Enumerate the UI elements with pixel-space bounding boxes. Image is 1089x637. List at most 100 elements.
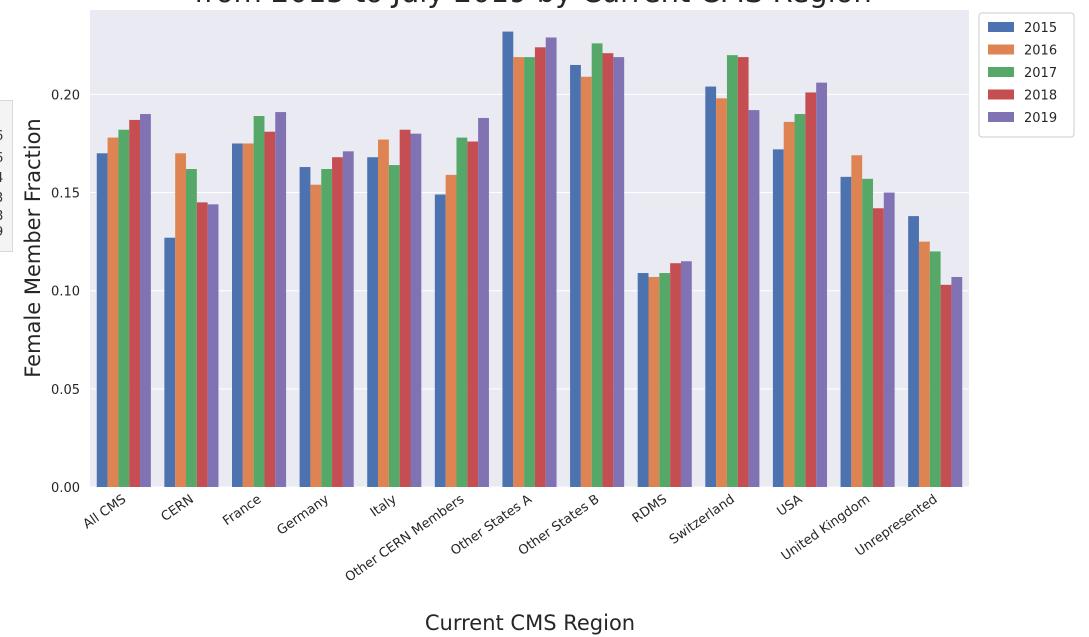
bar: [602, 53, 614, 488]
bar: [705, 86, 717, 488]
bar: [264, 131, 276, 487]
x-tick-label: RDMS: [630, 492, 670, 526]
left-edge-char: 9: [0, 225, 3, 240]
bar: [399, 129, 411, 488]
bar: [207, 204, 219, 488]
x-tick-label: Italy: [368, 492, 400, 521]
legend-label: 2019: [1024, 111, 1057, 126]
bar: [883, 192, 895, 488]
bar: [816, 82, 828, 487]
left-edge-char: 4: [0, 171, 3, 186]
bar: [524, 57, 535, 487]
bar: [186, 169, 197, 487]
bar: [872, 208, 884, 487]
bar: [467, 141, 479, 487]
bar: [737, 57, 749, 487]
legend-swatch: [988, 112, 1014, 122]
left-edge-cropped-panel: 6 6 4 3 8 9: [0, 100, 13, 252]
bar: [118, 129, 130, 488]
bar: [591, 43, 603, 488]
x-tick-label: Switzerland: [667, 492, 738, 548]
bar: [783, 121, 795, 487]
bar: [659, 273, 671, 487]
y-tick-label: 0.10: [51, 285, 80, 300]
bar: [726, 55, 738, 488]
bar: [253, 116, 265, 487]
legend-swatch: [988, 22, 1014, 32]
bar: [851, 155, 863, 487]
chart-title: from 2015 to July 2019 by Current CMS Re…: [194, 0, 872, 9]
bar: [299, 167, 311, 487]
y-tick-label: 0.20: [51, 88, 80, 103]
x-tick-label: Other CERN Members: [343, 492, 468, 586]
bar: [840, 176, 852, 487]
bar: [196, 202, 208, 488]
bar: [716, 98, 727, 487]
bar: [242, 143, 254, 487]
bar: [929, 251, 941, 487]
bar: [908, 216, 919, 487]
legend-label: 2015: [1024, 21, 1057, 36]
bar: [378, 139, 389, 488]
bar: [570, 64, 581, 488]
bar: [231, 143, 243, 487]
left-edge-char: 6: [0, 151, 3, 166]
legend-swatch: [988, 67, 1014, 77]
x-tick-label: CERN: [159, 492, 197, 525]
bar: [918, 241, 930, 487]
bar: [502, 31, 514, 488]
bar: [96, 153, 108, 487]
x-axis-label: Current CMS Region: [425, 611, 635, 635]
bar: [478, 117, 489, 488]
y-axis-ticks: 0.00 0.05 0.10 0.15 0.20: [51, 88, 80, 496]
bar: [862, 178, 873, 487]
y-tick-label: 0.00: [51, 481, 80, 496]
legend-box: [978, 12, 1075, 138]
legend-label: 2017: [1024, 66, 1057, 81]
x-tick-label: Germany: [274, 492, 332, 539]
legend-label: 2018: [1024, 89, 1057, 104]
bar: [434, 194, 446, 487]
legend-swatch: [988, 89, 1014, 100]
bar: [164, 237, 176, 487]
left-edge-char: 8: [0, 209, 3, 224]
x-tick-label: France: [220, 492, 264, 529]
bar: [951, 276, 963, 487]
bar: [107, 137, 119, 487]
x-tick-label: USA: [775, 492, 806, 520]
left-edge-char: 3: [0, 191, 3, 206]
bar: [445, 174, 457, 487]
bar: [321, 169, 333, 487]
bar: [772, 149, 784, 488]
left-edge-char: 6: [0, 129, 3, 144]
bar: [748, 110, 760, 487]
bar: [410, 133, 422, 487]
x-tick-label: All CMS: [81, 492, 130, 532]
y-tick-label: 0.15: [51, 187, 80, 202]
bar: [637, 273, 649, 487]
bar: [805, 92, 817, 487]
bar: [513, 57, 525, 487]
y-tick-label: 0.05: [51, 383, 80, 398]
bar: [332, 157, 343, 487]
bar: [940, 284, 952, 487]
bar: [613, 57, 625, 487]
bar: [534, 47, 546, 487]
bar: [670, 263, 681, 487]
bar: [388, 165, 400, 487]
bar: [648, 276, 660, 487]
bar: [310, 184, 322, 487]
bar: [342, 151, 354, 488]
bar: [580, 76, 592, 488]
bar: [680, 261, 692, 487]
bar: [367, 157, 379, 487]
legend-swatch: [988, 44, 1014, 55]
bar: [140, 114, 151, 487]
legend: 2015 2016 2017 2018 2019: [978, 12, 1075, 138]
legend-label: 2016: [1024, 44, 1057, 59]
bar: [545, 37, 557, 488]
y-axis-label: Female Member Fraction: [21, 118, 45, 378]
bar: [456, 137, 468, 487]
